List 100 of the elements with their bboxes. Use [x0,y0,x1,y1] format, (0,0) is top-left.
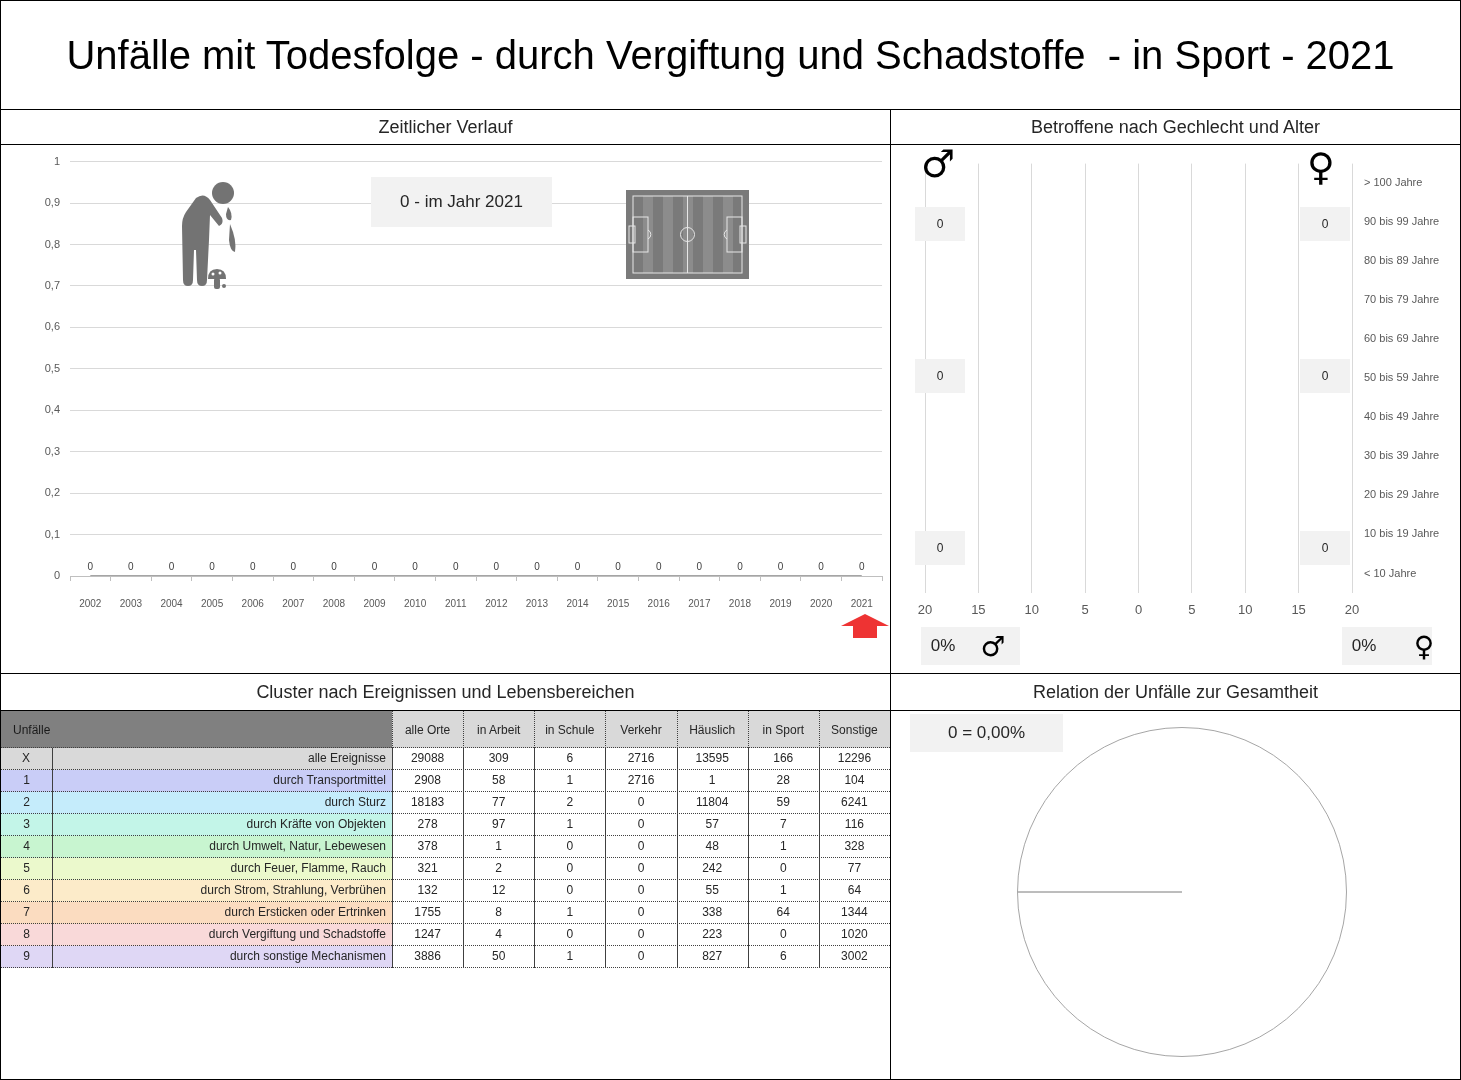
data-label: 0 [534,560,541,572]
data-label: 2716 [627,751,655,766]
chart-title: Relation der Unfälle zur Gesamtheit [891,674,1460,711]
y-tick-label: 80 bis 89 Jahre [1364,254,1440,267]
data-label: 0 [566,861,574,876]
x-tick-label: 10 [1024,602,1039,618]
y-tick-label: durch Ersticken oder Ertrinken [224,905,386,920]
x-tick-label: 2013 [525,597,549,609]
data-label: 8 [495,905,503,920]
data-label: 18183 [410,795,445,810]
data-label: 104 [844,773,865,788]
x-tick-label: 2009 [363,597,387,609]
data-label: 2 [566,795,574,810]
data-label: 0 [566,839,574,854]
data-label: 0 [637,839,645,854]
data-label: 0 [615,560,622,572]
y-tick-label: durch Sturz [324,795,386,810]
x-tick-label: 2002 [79,597,102,609]
x-tick-label: 15 [971,602,986,618]
y-tick-label: durch Umwelt, Natur, Lebewesen [209,839,386,854]
data-label: 13595 [695,751,730,766]
y2-tick-label: 2 [23,795,31,810]
data-label: 3886 [414,949,442,964]
y-tick-label: durch Kräfte von Objekten [246,817,386,832]
x-tick-label: Verkehr [620,722,662,737]
data-label: 0 [566,927,574,942]
x-tick-label: 2018 [728,597,752,609]
x-tick-label: Sonstige [831,722,879,737]
y2-tick-label: 7 [23,905,31,920]
x-tick-label: in Arbeit [477,722,522,737]
data-label: 29088 [410,751,445,766]
data-label: 242 [702,861,723,876]
data-label: 6 [779,949,787,964]
x-tick-label: 2003 [119,597,143,609]
y-tick-label: durch sonstige Mechanismen [229,949,386,964]
y-tick-label: 0 [53,569,60,582]
y2-tick-label: 3 [23,817,31,832]
y-tick-label: 1 [53,154,60,167]
x-tick-label: in Sport [762,722,805,737]
data-label: 0 [777,560,784,572]
data-label: 0 [249,560,256,572]
data-label: 0 [655,560,662,572]
data-label: 77 [847,861,862,876]
data-label: 12296 [837,751,872,766]
y-tick-label: 90 bis 99 Jahre [1364,215,1440,228]
data-label: 0 [858,560,865,572]
y-tick-label: alle Ereignisse [307,751,387,766]
text: 0% [1350,635,1378,657]
data-label: 0 [637,905,645,920]
data-label: 2716 [627,773,655,788]
data-label: 2908 [414,773,442,788]
y-tick-label: durch Strom, Strahlung, Verbrühen [200,883,386,898]
data-label: 4 [495,927,503,942]
y-tick-label: 70 bis 79 Jahre [1364,293,1440,306]
y-tick-label: 0,2 [44,486,60,499]
x-tick-label: in Schule [545,722,595,737]
data-label: 59 [776,795,791,810]
y-tick-label: > 100 Jahre [1364,176,1423,189]
data-label: 0 [452,560,459,572]
x-tick-label: 15 [1291,602,1306,618]
x-tick-label: 10 [1238,602,1253,618]
data-label: 1755 [414,905,442,920]
data-label: 166 [773,751,794,766]
y-tick-label: 0,9 [44,196,60,209]
x-tick-label: 2006 [241,597,265,609]
x-tick-label: alle Orte [404,722,451,737]
y-tick-label: 50 bis 59 Jahre [1364,371,1440,384]
y2-tick-label: 1 [23,773,31,788]
x-tick-label: 2011 [444,597,467,609]
y2-tick-label: 4 [23,839,31,854]
x-tick-label: 2021 [850,597,874,609]
data-label: 0 [779,927,787,942]
y2-tick-label: 6 [23,883,31,898]
data-label: 57 [705,817,720,832]
y-tick-label: 0,7 [44,278,60,291]
y-tick-label: durch Transportmittel [273,773,386,788]
y-tick-label: 40 bis 49 Jahre [1364,410,1440,423]
y2-tick-label: 5 [23,861,31,876]
chart-title: Betroffene nach Gechlecht und Alter [1031,116,1320,137]
data-label: 3002 [841,949,869,964]
y-tick-label: 20 bis 29 Jahre [1364,488,1440,501]
data-label: 0 [168,560,175,572]
data-label: 12 [492,883,506,898]
data-label: 1247 [414,927,442,942]
x-tick-label: 2012 [485,597,508,609]
data-label: 0 [574,560,581,572]
data-label: 827 [702,949,723,964]
data-label: 1 [708,773,716,788]
data-label: 321 [417,861,438,876]
chart-title: Cluster nach Ereignissen und Lebensbereichen [1,674,890,711]
data-label: 0 [566,883,574,898]
x-tick-label: 2015 [607,597,630,609]
data-label: 132 [417,883,438,898]
data-label: 55 [705,883,720,898]
data-label: 1 [566,773,574,788]
data-label: 48 [705,839,720,854]
x-tick-label: 5 [1188,602,1196,618]
x-tick-label: 2014 [566,597,590,609]
y-tick-label: < 10 Jahre [1364,566,1417,579]
y-tick-label: 10 bis 19 Jahre [1364,527,1440,540]
